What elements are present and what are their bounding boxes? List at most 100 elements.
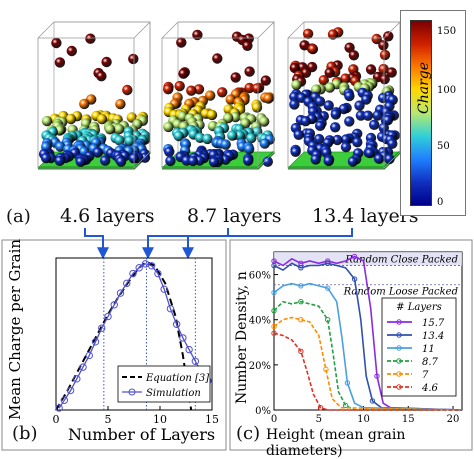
grain [291,79,302,91]
chart-c-point [298,348,304,355]
chart-c-xtick-label: 15 [402,414,415,425]
grain [262,156,273,167]
grain [246,132,257,144]
grain [323,100,334,111]
grain [104,124,116,135]
grain-box-2 [161,21,276,170]
grain [373,153,385,164]
chart-c-legend-label: 11 [422,344,435,355]
panel-b-tag: (b) [12,423,38,444]
grain [386,67,397,78]
grain [165,155,176,167]
chart-b-point [110,301,118,309]
grain [307,43,319,55]
grain [340,73,351,84]
grain [173,130,184,142]
grain [263,93,274,104]
grain [323,155,334,167]
chart-c-series-line [273,332,462,411]
chart-c-point [271,323,277,330]
grain [115,98,126,110]
chart-c-legend-marker [396,319,402,325]
panel-a-tag: (a) [6,206,31,227]
grain [243,155,254,166]
chart-b-point [147,262,156,270]
grain [208,156,220,168]
chart-b-point [129,269,137,278]
chart-c-ylabel: Number Density, n [234,271,250,404]
grain [55,141,66,152]
chart-c-xtick-label: 0 [271,414,277,425]
grain [348,50,360,61]
grain [372,110,383,121]
grain [315,120,326,131]
grain [352,137,363,148]
chart-c-xtick-label: 10 [357,414,370,425]
chart-c-point [342,402,349,409]
grain [244,82,255,94]
grain [176,37,187,48]
colorbar-tick-150: 150 [437,26,457,37]
grain [244,143,255,155]
grain [186,85,197,96]
grain [205,90,216,101]
grain [290,146,301,157]
chart-b-point [191,357,200,365]
grain [251,102,263,113]
grain [100,155,111,166]
chart-c-point [271,262,277,269]
grain [66,45,78,57]
grain [369,119,380,130]
grain [75,156,86,167]
grain [163,121,174,133]
chart-b-point [123,279,131,288]
grain [300,116,311,127]
chart-c-series-line [273,316,463,411]
panel-b-frame [1,239,227,451]
chart-c-legend-label: 8.7 [422,357,439,368]
grain [202,133,213,145]
grain [344,90,355,102]
grain [101,56,112,68]
chart-b-point [135,264,143,272]
grain [115,156,127,167]
grain [327,29,339,40]
chart-c-point [351,253,358,260]
chart-c-point [298,283,304,289]
grain [259,116,270,127]
grain [244,66,255,77]
grain [225,94,236,105]
grain [324,82,335,93]
chart-c-point [325,317,331,323]
chart-c-legend-label: 13.4 [422,331,444,342]
panel-c-tag: (c) [236,423,261,444]
grain [96,71,107,82]
grain [230,72,241,83]
chart-b-point [172,320,181,328]
arrow-13-4 [182,228,353,260]
chart-c-legend-marker [396,384,402,390]
chart-b-point [98,324,106,332]
grain [332,134,343,146]
chart-b-xtick-label: 5 [105,413,112,426]
chart-b-point [116,289,125,297]
chart-b-series-line [58,263,209,409]
grain [164,146,175,157]
chart-c-legend [381,297,457,397]
grain [362,110,374,121]
chart-b-point [55,404,63,412]
chart-c-ytick-label: 20% [249,361,271,372]
chart-c-annotation: Random Loose Packed [343,287,458,298]
chart-c: Random Close Packed Random Loose Packed 0%… [249,251,463,425]
chart-b-point [73,375,81,383]
grain [382,115,394,126]
chart-c-point [317,405,324,411]
colorbar-gradient [410,20,432,206]
chart-c-xtick-label: 5 [316,414,322,425]
grain [79,98,90,110]
chart-c-series-line [273,255,463,411]
chart-c-point [298,317,304,323]
chart-c-point [344,380,351,386]
chart-c-legend-marker [396,371,402,377]
